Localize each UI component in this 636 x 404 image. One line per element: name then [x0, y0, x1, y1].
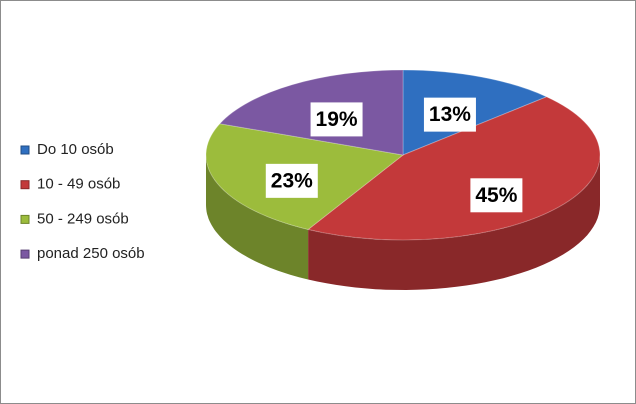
- slice-side: [206, 155, 309, 280]
- legend-label: 50 - 249 osób: [37, 210, 129, 227]
- data-label: 23%: [271, 169, 313, 192]
- legend-marker: [20, 145, 30, 155]
- legend-marker: [20, 180, 30, 190]
- data-label-box: [470, 178, 523, 213]
- data-label: 13%: [429, 103, 471, 126]
- legend-marker: [20, 214, 30, 224]
- legend-label: 10 - 49 osób: [37, 176, 120, 193]
- slice: [306, 96, 601, 241]
- legend-label: Do 10 osób: [37, 141, 114, 158]
- data-label: 19%: [316, 108, 358, 131]
- data-label: 45%: [475, 184, 517, 207]
- legend-marker: [20, 249, 30, 259]
- data-label-box: [265, 163, 318, 198]
- slice-side: [308, 155, 600, 290]
- legend-label: ponad 250 osób: [37, 245, 145, 262]
- data-label-box: [423, 97, 476, 132]
- data-label-box: [310, 102, 363, 137]
